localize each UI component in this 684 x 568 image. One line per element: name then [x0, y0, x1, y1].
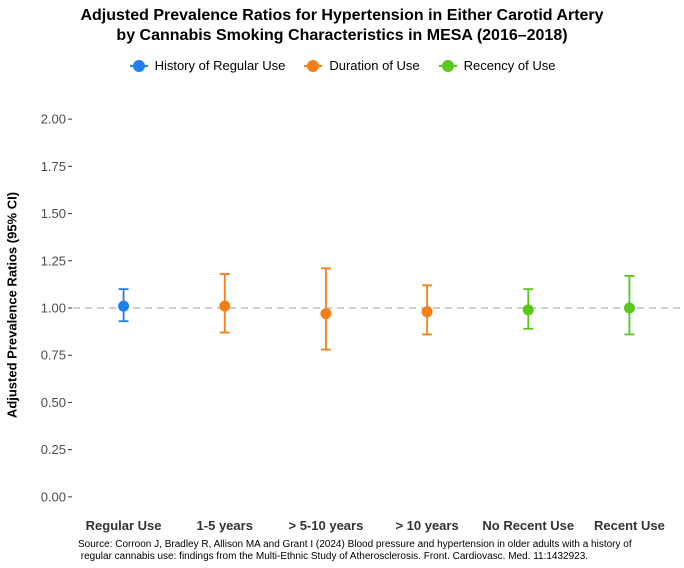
y-tick-label: 0.75	[41, 348, 66, 363]
y-tick-label: 1.50	[41, 206, 66, 221]
y-tick-label: 0.50	[41, 395, 66, 410]
chart-title-line-1: Adjusted Prevalence Ratios for Hypertens…	[80, 7, 604, 24]
x-tick-label: Recent Use	[594, 518, 665, 533]
chart-legend: History of Regular Use Duration of Use R…	[0, 58, 684, 73]
estimate-point	[522, 304, 534, 316]
x-tick-label: 1-5 years	[197, 518, 253, 533]
x-tick-label: > 10 years	[395, 518, 458, 533]
source-line-1: Source: Corroon J, Bradley R, Allison MA…	[78, 539, 632, 550]
legend-label-history: History of Regular Use	[154, 58, 286, 73]
x-tick-label: Regular Use	[86, 518, 162, 533]
source-line-2: regular cannabis use: findings from the …	[78, 551, 589, 562]
y-tick-label: 0.25	[41, 442, 66, 457]
chart-title-line-2: by Cannabis Smoking Characteristics in M…	[116, 27, 568, 44]
estimate-point	[623, 302, 635, 314]
y-tick-label: 2.00	[41, 112, 66, 127]
legend-item-duration: Duration of Use	[303, 58, 420, 73]
estimate-point	[219, 300, 231, 312]
legend-label-duration: Duration of Use	[329, 58, 420, 73]
x-tick-label: > 5-10 years	[289, 518, 364, 533]
legend-item-recency: Recency of Use	[438, 58, 556, 73]
estimate-point	[320, 308, 332, 320]
y-tick-label: 1.25	[41, 253, 66, 268]
legend-item-history: History of Regular Use	[129, 58, 286, 73]
legend-label-recency: Recency of Use	[463, 58, 556, 73]
y-tick-label: 1.00	[41, 301, 66, 316]
estimate-point	[118, 300, 130, 312]
legend-key-recency	[438, 59, 458, 73]
y-tick-label: 1.75	[41, 159, 66, 174]
legend-key-history	[129, 59, 149, 73]
legend-key-duration	[303, 59, 323, 73]
y-tick-label: 0.00	[41, 489, 66, 504]
estimate-point	[421, 306, 433, 318]
x-tick-label: No Recent Use	[482, 518, 574, 533]
source-citation: Source: Corroon J, Bradley R, Allison MA…	[78, 539, 632, 563]
